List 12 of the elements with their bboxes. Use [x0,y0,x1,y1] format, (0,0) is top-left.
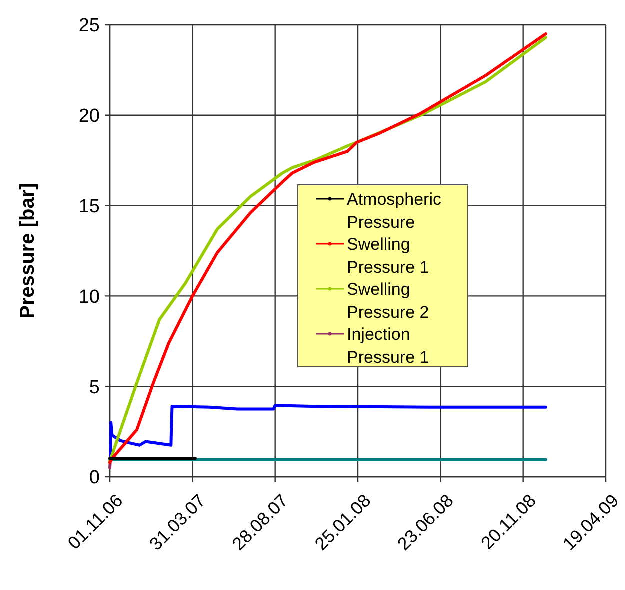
legend-label: Swelling Pressure 1 [347,234,430,277]
y-axis-title: Pressure [bar] [17,183,39,319]
y-tick-label: 0 [89,468,100,489]
y-tick-label: 20 [78,106,100,128]
y-tick-label: 15 [78,196,100,218]
y-tick-label: 5 [89,377,100,398]
y-tick-label: 25 [78,16,100,37]
legend-label: Swelling Pressure 2 [347,280,430,322]
legend-label: Atmospheric Pressure [347,190,442,232]
legend-label: Injection Pressure 1 [347,324,430,367]
y-tick-label: 10 [78,286,100,308]
line-series [109,404,548,459]
